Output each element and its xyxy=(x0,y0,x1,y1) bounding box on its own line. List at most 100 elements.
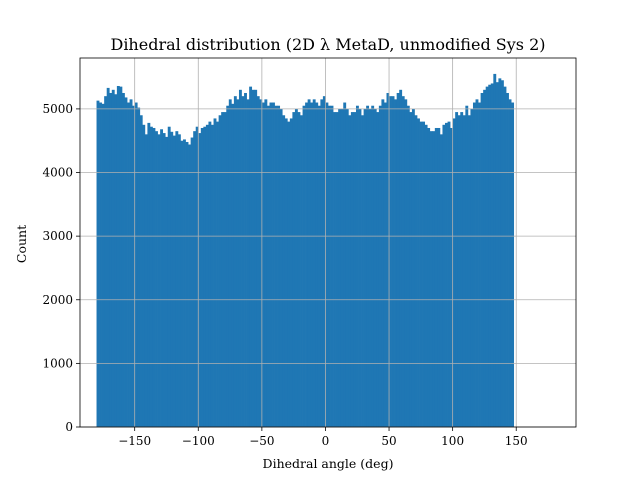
histogram-bar xyxy=(142,124,146,428)
histogram-bar xyxy=(422,121,425,428)
histogram-bar xyxy=(445,122,448,427)
histogram-bar xyxy=(462,115,466,427)
histogram-bar xyxy=(111,89,115,427)
histogram-bar xyxy=(478,102,481,427)
histogram-bars xyxy=(96,73,515,428)
plot-frame xyxy=(79,57,577,428)
histogram-bar xyxy=(292,112,296,427)
histogram-bar xyxy=(417,118,420,427)
x-tick-label: 150 xyxy=(505,434,528,448)
histogram-bar xyxy=(119,86,123,427)
histogram-bar xyxy=(185,141,189,428)
histogram-bar xyxy=(508,99,512,427)
y-tick-label: 4000 xyxy=(42,166,73,180)
histogram-bar xyxy=(165,136,169,427)
x-axis-label: Dihedral angle (deg) xyxy=(263,456,394,471)
y-tick-label: 5000 xyxy=(42,102,73,116)
histogram-bar xyxy=(114,94,118,427)
histogram-bar xyxy=(208,121,212,428)
histogram-bar xyxy=(439,134,443,427)
histogram-bar xyxy=(238,89,242,427)
histogram-bar xyxy=(251,89,255,427)
histogram-bar xyxy=(472,102,476,427)
histogram-bar xyxy=(167,126,171,428)
axes: −150 −100 −50 0 50 100 150 0 1000 2000 3000 4000 500… xyxy=(42,57,577,448)
histogram-bar xyxy=(389,96,392,428)
histogram-bar xyxy=(429,131,433,427)
histogram-bar xyxy=(233,96,237,428)
histogram-bar xyxy=(180,140,184,427)
histogram-bar xyxy=(322,96,326,428)
histogram-bar xyxy=(183,139,186,427)
histogram-bar xyxy=(152,127,156,427)
histogram-bar xyxy=(498,78,502,428)
histogram-bar xyxy=(350,112,354,427)
histogram-bar xyxy=(210,124,214,428)
y-tick-label: 3000 xyxy=(42,229,73,243)
histogram-bar xyxy=(383,102,387,427)
histogram-bar xyxy=(162,133,166,427)
histogram-bar xyxy=(378,105,382,427)
histogram-bar xyxy=(127,102,130,427)
histogram-bar xyxy=(503,86,507,427)
histogram-bar xyxy=(343,102,347,427)
histogram-bar xyxy=(328,105,331,427)
histogram-bar xyxy=(226,105,230,427)
histogram-bar xyxy=(355,105,359,427)
histogram-bar xyxy=(205,124,209,428)
histogram-bar xyxy=(366,105,370,427)
histogram-bar xyxy=(279,108,283,428)
histogram-bar xyxy=(223,112,227,427)
histogram-bar xyxy=(460,112,464,427)
histogram-bar xyxy=(104,96,108,428)
histogram-bar xyxy=(101,103,105,427)
histogram-bar xyxy=(124,97,128,427)
histogram-bar xyxy=(483,89,487,427)
histogram-bar xyxy=(284,118,288,427)
histogram-bar xyxy=(310,102,314,427)
histogram-bar xyxy=(254,89,258,427)
histogram-bar xyxy=(277,105,281,427)
chart-title: Dihedral distribution (2D λ MetaD, unmod… xyxy=(110,35,545,54)
histogram-bar xyxy=(406,105,410,427)
histogram-bar xyxy=(264,99,268,427)
histogram-bar xyxy=(401,96,405,428)
histogram-bar xyxy=(452,118,456,427)
histogram-bar xyxy=(348,115,352,427)
histogram-bar xyxy=(411,108,415,428)
histogram-bar xyxy=(139,115,143,427)
histogram-bar xyxy=(419,121,423,428)
histogram-bar xyxy=(391,96,395,428)
histogram-bar xyxy=(465,105,469,427)
histogram-bar xyxy=(330,105,334,427)
histogram-bar xyxy=(470,108,474,428)
histogram-bar xyxy=(409,112,413,427)
histogram-bar xyxy=(394,99,398,427)
histogram-bar xyxy=(170,131,174,428)
histogram-bar xyxy=(434,127,438,427)
histogram-bar xyxy=(450,127,453,427)
histogram-bar xyxy=(261,102,265,427)
histogram-bar xyxy=(109,92,113,428)
histogram-bar xyxy=(371,105,375,427)
x-tick-label: −100 xyxy=(182,434,215,448)
histogram-bar xyxy=(297,112,301,427)
histogram-bar xyxy=(500,80,504,428)
histogram-bar xyxy=(506,92,509,428)
histogram-bar xyxy=(493,73,497,427)
histogram-bar xyxy=(455,112,459,427)
histogram-bar xyxy=(467,115,471,427)
histogram-bar xyxy=(414,115,418,427)
histogram-bar xyxy=(457,115,461,427)
histogram-bar xyxy=(177,134,181,427)
histogram-bar xyxy=(266,105,270,427)
histogram-bar xyxy=(480,92,484,428)
histogram-bar xyxy=(172,135,176,427)
histogram-bar xyxy=(312,99,316,427)
histogram-bar xyxy=(485,86,489,427)
histogram-bar xyxy=(305,102,308,427)
histogram-bar xyxy=(307,99,311,427)
x-tick-label: 0 xyxy=(322,434,330,448)
histogram-bar xyxy=(333,112,336,427)
histogram-bar xyxy=(132,105,136,427)
